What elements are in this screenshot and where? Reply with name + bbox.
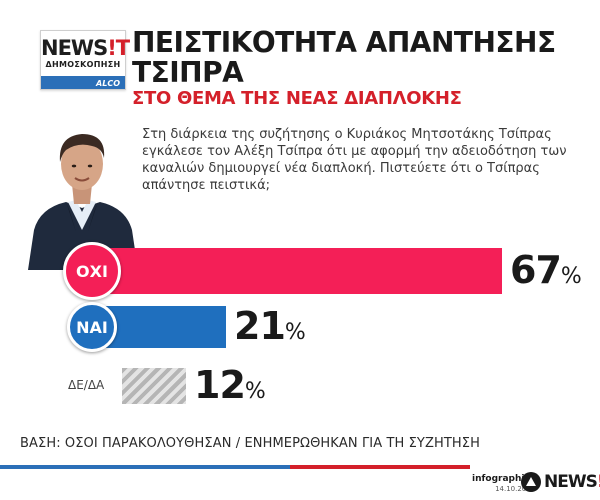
bar-dk-na [122, 368, 186, 404]
value-number: 21 [234, 304, 286, 348]
footer-logo: NEWS!T [520, 470, 600, 494]
credit-label: infographics [472, 474, 536, 484]
value-percent-sign: % [560, 264, 582, 289]
survey-question: Στη διάρκεια της συζήτησης ο Κυριάκος Μη… [142, 127, 567, 193]
label-dk-na: ΔΕ/ΔΑ [68, 378, 105, 392]
page-title: ΠΕΙΣΤΙΚΟΤΗΤΑ ΑΠΑΝΤΗΣΗΣ ΤΣΙΠΡΑ [132, 26, 556, 89]
label-oxi: ΟΧΙ [63, 242, 121, 300]
value-oxi: 67% [510, 251, 582, 289]
value-nai: 21% [234, 307, 306, 345]
bar-oxi [100, 248, 502, 294]
logo-brand-text: NEWS [41, 36, 108, 60]
page-subtitle: ΣΤΟ ΘΕΜΑ ΤΗΣ ΝΕΑΣ ΔΙΑΠΛΟΚΗΣ [132, 88, 462, 109]
logo-subtitle: ΔΗΜΟΣΚΟΠΗΣΗ [45, 60, 121, 69]
footer-logo-mark: !T [597, 472, 600, 492]
newsit-logo: NEWS!T ΔΗΜΟΣΚΟΠΗΣΗ ALCO [40, 30, 130, 90]
logo-partner: ALCO [96, 79, 120, 88]
footer-blue-rule [0, 465, 290, 469]
logo-partner-bar: ALCO [41, 76, 125, 89]
value-dk-na: 12% [194, 366, 266, 404]
person-photo [28, 134, 138, 270]
logo-brand-mark: !T [107, 36, 130, 60]
value-number: 12 [194, 363, 246, 407]
value-number: 67 [510, 248, 562, 292]
survey-base-note: ΒΑΣΗ: ΟΣΟΙ ΠΑΡΑΚΟΛΟΥΘΗΣΑΝ / ΕΝΗΜΕΡΩΘΗΚΑΝ… [20, 436, 480, 451]
footer-logo-icon [521, 472, 541, 492]
value-percent-sign: % [244, 379, 266, 404]
infographics-credit: infographics 14.10.2016 [472, 474, 535, 494]
footer-logo-text: NEWS!T [544, 473, 600, 491]
logo-brand: NEWS!T [41, 36, 130, 60]
footer-red-rule [290, 465, 470, 469]
footer-logo-brand: NEWS [544, 472, 598, 492]
value-percent-sign: % [284, 320, 306, 345]
bar-nai [100, 306, 226, 348]
credit-date: 14.10.2016 [495, 485, 536, 493]
label-nai: ΝΑΙ [67, 302, 117, 352]
